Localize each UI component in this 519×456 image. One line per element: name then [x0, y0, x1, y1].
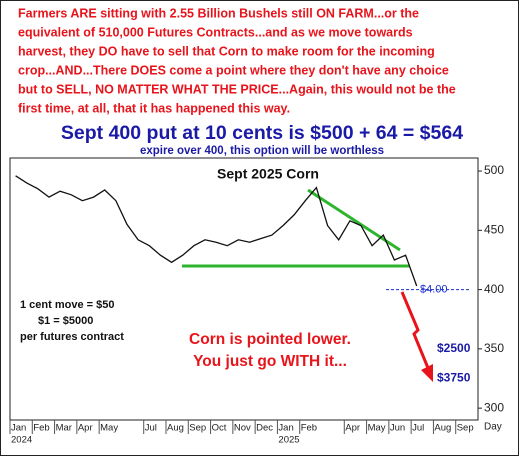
year-label: 2024	[11, 435, 32, 446]
price-line	[15, 175, 418, 287]
note-line: but to SELL, NO MATTER WHAT THE PRICE...…	[18, 82, 456, 96]
contract-note: 1 cent move = $50	[20, 299, 114, 311]
x-tick-label: Jul	[412, 423, 424, 434]
note-line: Farmers ARE sitting with 2.55 Billion Bu…	[18, 6, 419, 20]
x-tick-label: Apr	[78, 423, 93, 434]
x-axis-label: Day	[484, 422, 502, 433]
x-tick-label: Jul	[145, 423, 157, 434]
y-tick-label: 400	[484, 282, 504, 296]
x-tick-label: Jan	[278, 423, 293, 434]
chart-title: Sept 2025 Corn	[217, 166, 319, 182]
note-line: harvest, they DO have to sell that Corn …	[18, 44, 435, 58]
x-tick-label: Feb	[301, 423, 317, 434]
x-tick-label: Aug	[167, 423, 184, 434]
y-tick-label: 450	[484, 222, 504, 236]
x-tick-label: Jan	[11, 423, 26, 434]
plot-frame	[9, 157, 479, 421]
x-tick-label: May	[100, 423, 118, 434]
year-label: 2025	[278, 435, 299, 446]
price-marker-label: $4.00	[420, 283, 448, 295]
headline: Sept 400 put at 10 cents is $500 + 64 = …	[61, 122, 463, 144]
target-label: $2500	[437, 341, 471, 355]
x-tick-label: Aug	[434, 423, 451, 434]
x-tick-label: May	[368, 423, 386, 434]
x-tick-label: Mar	[56, 423, 72, 434]
note: Farmers ARE sitting with 2.55 Billion Bu…	[18, 6, 456, 115]
call-note: You just go WITH it...	[193, 353, 347, 370]
x-tick-label: Oct	[212, 423, 227, 434]
target-label: $3750	[437, 371, 471, 385]
note-line: crop...AND...There DOES come a point whe…	[18, 63, 449, 77]
contract-note: $1 = $5000	[38, 315, 93, 327]
y-tick-label: 500	[484, 163, 504, 177]
x-tick-label: Dec	[256, 423, 273, 434]
projection-arrow	[400, 291, 430, 369]
contract-note: per futures contract	[20, 331, 124, 343]
x-tick-label: Sep	[457, 423, 474, 434]
arrow-head	[421, 364, 433, 382]
x-tick-label: Feb	[33, 423, 49, 434]
call-note: Corn is pointed lower.	[189, 331, 351, 348]
y-tick-label: 350	[484, 341, 504, 355]
x-tick-label: Jun	[390, 423, 405, 434]
note-line: equivalent of 510,000 Futures Contracts.…	[18, 25, 413, 39]
subheadline: expire over 400, this option will be wor…	[140, 145, 384, 157]
trend-line	[307, 188, 401, 252]
x-tick-label: Apr	[345, 423, 360, 434]
x-tick-label: Nov	[234, 423, 251, 434]
note-line: first time, at all, that it has happened…	[18, 101, 290, 115]
x-tick-label: Sep	[189, 423, 206, 434]
y-tick-label: 300	[484, 400, 504, 414]
